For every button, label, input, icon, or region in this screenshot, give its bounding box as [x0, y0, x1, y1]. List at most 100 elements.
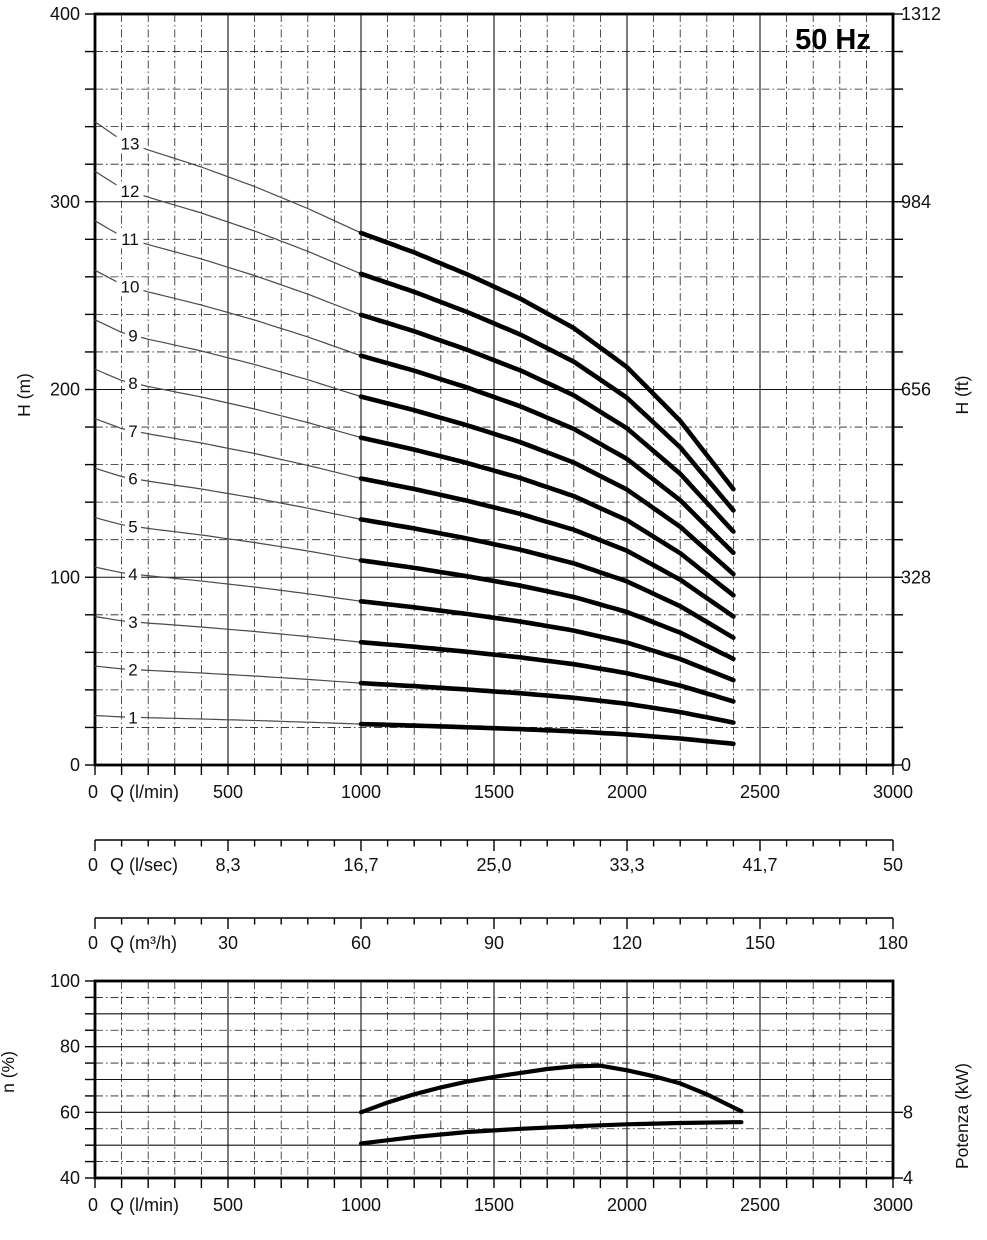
ruler-tick-label: 90 — [484, 933, 504, 953]
ruler-tick-label: 30 — [218, 933, 238, 953]
stage-label-halo-4 — [125, 564, 141, 584]
head-curve-thick-11 — [358, 312, 736, 534]
x-axis-unit-bottom: Q (l/min) — [110, 1195, 179, 1215]
ruler-tick-label: 50 — [883, 855, 903, 875]
x-tick-label: 2000 — [607, 1195, 647, 1215]
ruler-m3h: 0 30 60 90 120 150 180 — [88, 917, 908, 953]
frequency-badge: 50 Hz — [795, 24, 871, 56]
stage-label-halo-2 — [125, 660, 141, 680]
stage-label-4: 4 — [128, 565, 137, 584]
x-axis-unit-main: Q (l/min) — [110, 782, 179, 802]
head-curve-thick-5 — [358, 558, 736, 662]
x-tick-label: 1000 — [341, 1195, 381, 1215]
stage-label-halo-7 — [125, 421, 141, 441]
x-tick-label: 3000 — [873, 1195, 913, 1215]
stage-label-6: 6 — [128, 470, 137, 489]
stage-label-8: 8 — [128, 374, 137, 393]
x-tick-label: 500 — [213, 1195, 243, 1215]
stage-label-3: 3 — [128, 613, 137, 632]
head-curve-thick-1 — [358, 721, 736, 747]
y-left-tick-label: 0 — [70, 755, 80, 775]
head-curve-thick-10 — [358, 353, 736, 556]
head-curve-thick-4 — [358, 599, 736, 683]
y-left-tick-label: 80 — [60, 1037, 80, 1057]
y-axis-title-head-m: H (m) — [14, 373, 34, 417]
y-left-tick-label: 100 — [50, 971, 80, 991]
x-tick-label: 3000 — [873, 782, 913, 802]
stage-label-2: 2 — [128, 661, 137, 680]
y-right-tick-label: 328 — [901, 567, 931, 587]
head-curve-thick-8 — [358, 435, 736, 598]
x-tick-label: 0 — [88, 1195, 98, 1215]
x-axis-unit-lsec: Q (l/sec) — [110, 855, 178, 875]
ruler-tick-label: 60 — [351, 933, 371, 953]
head-curves-thick — [358, 230, 736, 747]
y-left-tick-label: 40 — [60, 1168, 80, 1188]
ruler-lsec: 0 8,3 16,7 25,0 33,3 41,7 50 — [88, 839, 903, 875]
ruler-tick-label: 180 — [878, 933, 908, 953]
y-right-tick-label: 1312 — [901, 4, 941, 24]
ruler-tick-label: 25,0 — [476, 855, 511, 875]
y-left-tick-label: 100 — [50, 567, 80, 587]
y-axis-title-efficiency: n (%) — [0, 1051, 18, 1093]
stage-label-halo-6 — [125, 469, 141, 489]
x-tick-label: 500 — [213, 782, 243, 802]
ruler-tick-label: 120 — [612, 933, 642, 953]
stage-label-halo-12 — [116, 181, 144, 201]
y-axis-title-head-ft: H (ft) — [952, 376, 972, 415]
x-tick-label: 2500 — [740, 782, 780, 802]
head-curve-thick-3 — [358, 639, 736, 704]
head-curve-thick-12 — [358, 271, 736, 513]
stage-label-halo-8 — [125, 373, 141, 393]
stage-label-10: 10 — [121, 278, 140, 297]
stage-label-halo-9 — [125, 325, 141, 345]
head-curve-thick-13 — [358, 230, 736, 492]
head-curve-thick-6 — [358, 517, 736, 640]
x-tick-label: 2500 — [740, 1195, 780, 1215]
x-tick-label: 1500 — [474, 782, 514, 802]
bottom-chart-grid — [95, 981, 893, 1178]
x-tick-label: 2000 — [607, 782, 647, 802]
ruler-tick-label: 41,7 — [742, 855, 777, 875]
ruler-tick-label: 0 — [88, 933, 98, 953]
y-right-tick-label: 984 — [901, 192, 931, 212]
x-tick-label: 1500 — [474, 1195, 514, 1215]
ruler-tick-label: 16,7 — [343, 855, 378, 875]
bottom-chart-ticks — [85, 980, 903, 1188]
head-curve-thick-9 — [358, 394, 736, 577]
y-left-tick-label: 300 — [50, 192, 80, 212]
stage-label-9: 9 — [128, 326, 137, 345]
ruler-tick-label: 8,3 — [215, 855, 240, 875]
x-tick-label: 1000 — [341, 782, 381, 802]
stage-label-13: 13 — [121, 134, 140, 153]
y-right-tick-label: 4 — [903, 1168, 913, 1188]
y-axis-title-power: Potenza (kW) — [952, 1063, 972, 1169]
y-left-tick-label: 200 — [50, 380, 80, 400]
x-tick-label: 0 — [88, 782, 98, 802]
stage-label-halo-13 — [116, 133, 144, 153]
efficiency-curve — [358, 1063, 744, 1115]
head-curve-thick-7 — [358, 476, 736, 619]
power-curve — [358, 1120, 744, 1146]
stage-label-halo-1 — [125, 707, 141, 727]
y-left-tick-label: 60 — [60, 1102, 80, 1122]
head-curves-thin — [94, 121, 362, 727]
stage-label-halo-3 — [125, 612, 141, 632]
stage-label-7: 7 — [128, 422, 137, 441]
y-right-tick-label: 656 — [901, 380, 931, 400]
stage-label-12: 12 — [121, 182, 140, 201]
main-chart-ticks — [85, 13, 903, 775]
stage-label-halo-5 — [125, 516, 141, 536]
stage-label-11: 11 — [121, 230, 139, 249]
stage-label-5: 5 — [128, 517, 137, 536]
stage-label-halo-10 — [116, 277, 144, 297]
x-axis-unit-m3h: Q (m³/h) — [110, 933, 177, 953]
ruler-tick-label: 150 — [745, 933, 775, 953]
y-right-tick-label: 8 — [903, 1102, 913, 1122]
stage-label-1: 1 — [128, 708, 137, 727]
